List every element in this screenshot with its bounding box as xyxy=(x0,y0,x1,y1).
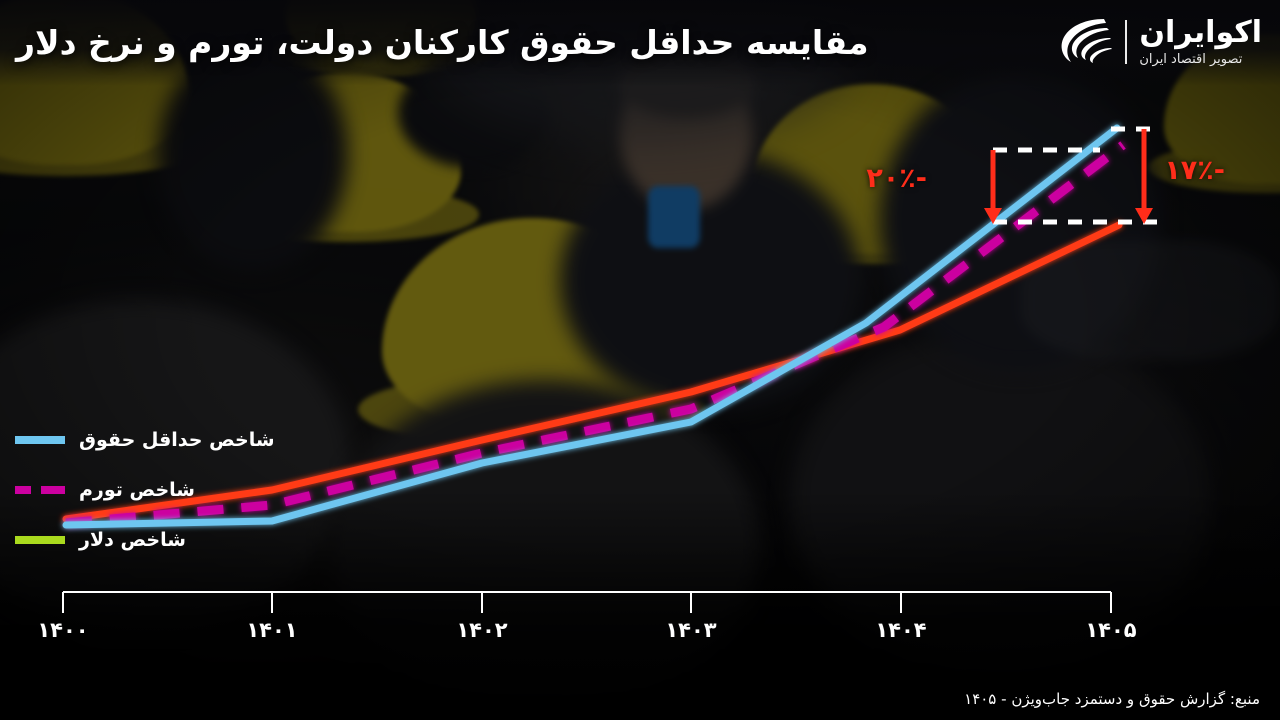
gap-label-dollar: -۱۷٪ xyxy=(1164,155,1225,186)
x-axis-label-0: ۱۴۰۰ xyxy=(37,618,89,642)
series-line-salary xyxy=(62,124,1121,529)
legend-inflation-swatch-icon xyxy=(15,486,65,494)
x-axis xyxy=(62,591,1112,613)
gap-annotation-group xyxy=(984,126,1160,225)
series-line-dollar-visible xyxy=(62,221,1123,523)
x-axis-label-row: ۱۴۰۰ ۱۴۰۱ ۱۴۰۲ ۱۴۰۳ ۱۴۰۴ ۱۴۰۵ xyxy=(0,618,1280,658)
brand-logo[interactable]: اکوایران تصویر اقتصاد ایران xyxy=(1057,16,1262,68)
legend-inflation[interactable]: شاخص تورم xyxy=(15,465,265,515)
header-bar: اکوایران تصویر اقتصاد ایران مقایسه حداقل… xyxy=(0,0,1280,84)
brand-text-block: اکوایران تصویر اقتصاد ایران xyxy=(1139,15,1262,67)
chart-legend: شاخص حداقل حقوق شاخص تورم شاخص دلار xyxy=(15,415,275,565)
swoosh-logo-icon xyxy=(1061,19,1113,63)
legend-dollar-label: شاخص دلار xyxy=(79,529,186,551)
x-axis-label-1: ۱۴۰۱ xyxy=(246,618,298,642)
legend-salary-swatch-icon xyxy=(15,436,65,444)
x-axis-label-3: ۱۴۰۳ xyxy=(665,618,717,642)
brand-tagline: تصویر اقتصاد ایران xyxy=(1139,52,1243,67)
legend-salary[interactable]: شاخص حداقل حقوق xyxy=(15,415,275,465)
page-title: مقایسه حداقل حقوق کارکنان دولت، تورم و ن… xyxy=(16,22,869,62)
gap-arrow-inflation-head xyxy=(984,208,1002,224)
brand-divider xyxy=(1125,20,1128,64)
photo-bottom-fade xyxy=(0,490,1280,720)
x-axis-label-5: ۱۴۰۵ xyxy=(1085,618,1137,642)
legend-dollar[interactable]: شاخص دلار xyxy=(15,515,265,565)
brand-name: اکوایران xyxy=(1139,15,1262,50)
series-line-inflation xyxy=(65,141,1126,528)
legend-dollar-swatch-icon xyxy=(15,536,65,544)
gap-label-inflation: -۲۰٪ xyxy=(866,163,927,194)
legend-inflation-label: شاخص تورم xyxy=(79,479,195,501)
legend-salary-label: شاخص حداقل حقوق xyxy=(79,429,275,451)
x-axis-ticks xyxy=(62,592,1112,613)
source-note: منبع: گزارش حقوق و دستمزد جاب‌ویژن - ۱۴۰… xyxy=(964,690,1260,708)
x-axis-label-4: ۱۴۰۴ xyxy=(875,618,927,642)
gap-arrow-dollar-head xyxy=(1135,208,1153,224)
x-axis-label-2: ۱۴۰۲ xyxy=(456,618,508,642)
